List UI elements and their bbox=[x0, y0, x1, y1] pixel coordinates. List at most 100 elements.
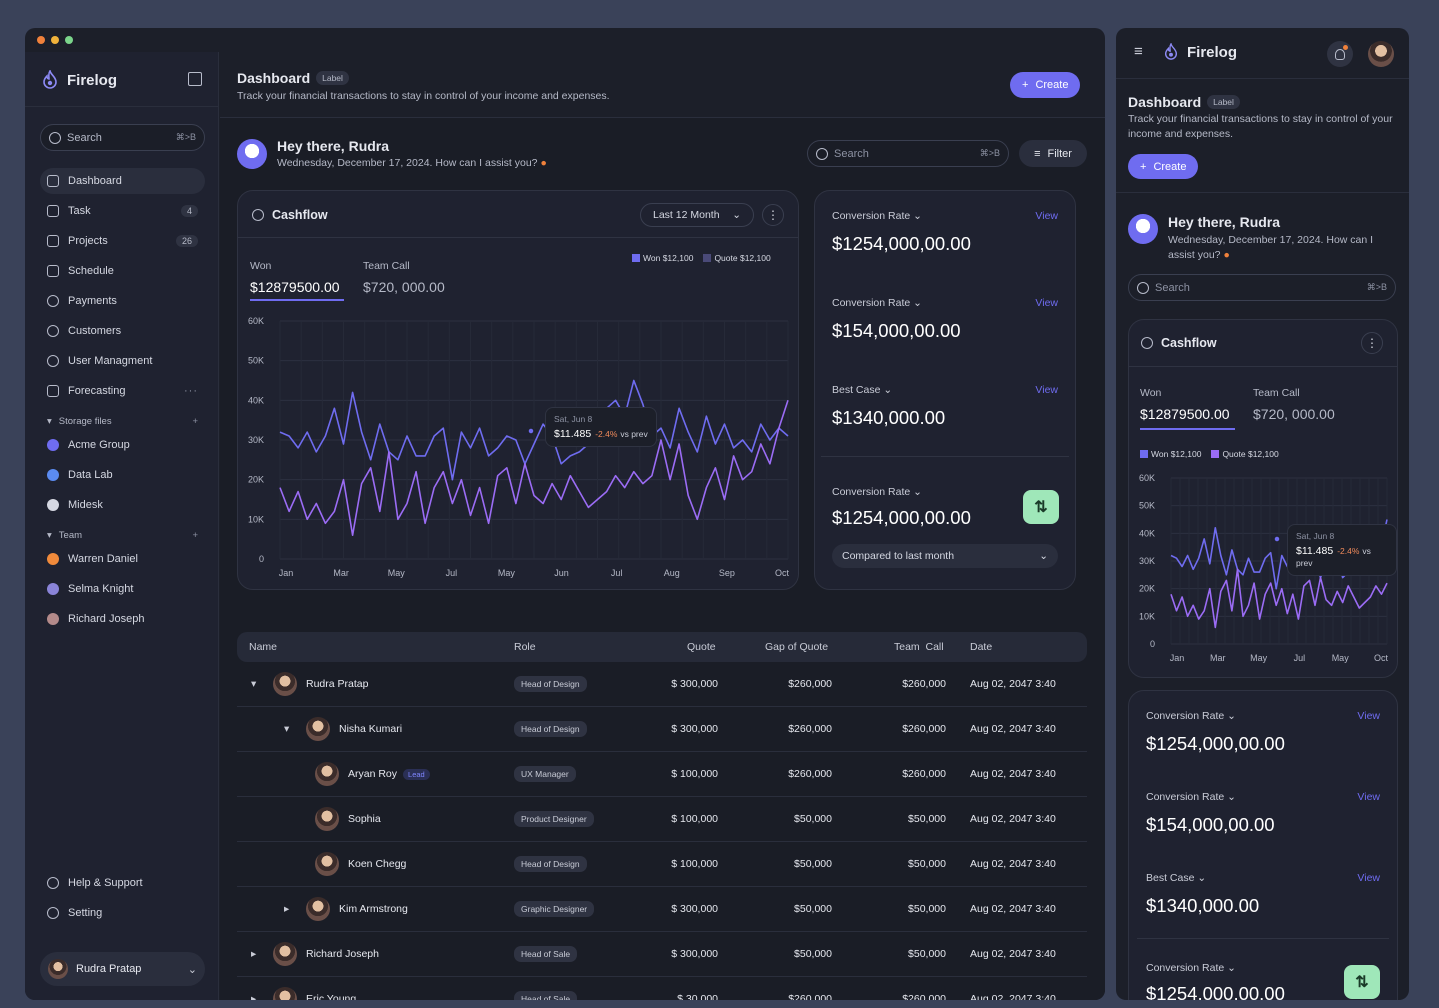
range-select[interactable]: Last 12 Month ⌄ bbox=[640, 203, 754, 227]
tooltip-date: Sat, Jun 8 bbox=[1296, 531, 1335, 541]
compare-select[interactable]: Compared to last month ⌄ bbox=[832, 544, 1058, 568]
kpi-label[interactable]: Conversion Rate ⌄ bbox=[1146, 791, 1236, 803]
kpi-label[interactable]: Conversion Rate ⌄ bbox=[832, 297, 922, 309]
greeting: Hey there, Rudra Wednesday, December 17,… bbox=[1128, 214, 1393, 263]
chevron-right-icon[interactable]: ▸ bbox=[251, 948, 257, 960]
chevron-down-icon[interactable]: ▾ bbox=[251, 678, 257, 690]
role-badge: Head of Sale bbox=[514, 991, 578, 1000]
kpi-label[interactable]: Conversion Rate ⌄ bbox=[1146, 962, 1236, 974]
table-row[interactable]: ▾ Rudra Pratap Head of Design $ 300,000 $260… bbox=[237, 662, 1087, 707]
create-button[interactable]: + Create bbox=[1010, 72, 1081, 98]
avatar bbox=[47, 613, 59, 625]
quote-cell: $ 100,000 bbox=[671, 858, 718, 870]
sidebar-item-schedule[interactable]: Schedule bbox=[40, 258, 205, 284]
maximize-dot[interactable] bbox=[65, 36, 73, 44]
kpi-label[interactable]: Best Case ⌄ bbox=[832, 384, 892, 396]
column-header[interactable]: Team Call bbox=[894, 641, 944, 653]
close-dot[interactable] bbox=[37, 36, 45, 44]
role-badge: Head of Design bbox=[514, 721, 587, 737]
more-icon[interactable]: ··· bbox=[184, 385, 198, 397]
column-header[interactable]: Role bbox=[514, 641, 536, 653]
team-section-header[interactable]: ▾ Team + bbox=[40, 524, 205, 546]
kpi-label[interactable]: Conversion Rate ⌄ bbox=[1146, 710, 1236, 722]
help-support-link[interactable]: Help & Support bbox=[40, 870, 205, 896]
chevron-down-icon[interactable]: ▾ bbox=[284, 723, 290, 735]
x-tick-label: Oct bbox=[1374, 653, 1389, 663]
mobile-search-input[interactable]: Search ⌘>B bbox=[1128, 274, 1396, 301]
search-input[interactable]: Search ⌘>B bbox=[807, 140, 1009, 167]
y-tick-label: 40K bbox=[248, 395, 264, 405]
kpi-label[interactable]: Conversion Rate ⌄ bbox=[832, 210, 922, 222]
column-header[interactable]: Gap of Quote bbox=[765, 641, 829, 653]
sidebar: Firelog Search ⌘>B Dashboard Task 4 Proje… bbox=[25, 52, 219, 1000]
sidebar-item-projects[interactable]: Projects 26 bbox=[40, 228, 205, 254]
storage-section-header[interactable]: ▾ Storage files + bbox=[40, 410, 205, 432]
compare-label: Compared to last month bbox=[842, 550, 955, 562]
table-row[interactable]: Koen Chegg Head of Design $ 100,000 $50,000… bbox=[237, 842, 1087, 887]
column-header[interactable]: Quote bbox=[687, 641, 716, 653]
menu-icon[interactable]: ≡ bbox=[1134, 43, 1143, 60]
more-options-icon[interactable]: ⋮ bbox=[762, 204, 784, 226]
filter-button[interactable]: ≡ Filter bbox=[1019, 140, 1087, 167]
help-icon bbox=[47, 877, 59, 889]
highlight-point[interactable] bbox=[527, 427, 535, 435]
view-link[interactable]: View bbox=[1357, 710, 1380, 722]
view-link[interactable]: View bbox=[1035, 384, 1058, 396]
kpi-label-text: Best Case bbox=[832, 384, 881, 396]
table-row[interactable]: ▸ Eric Young Head of Sale $ 30,000 $260,000 $… bbox=[237, 977, 1087, 1000]
add-icon[interactable]: + bbox=[192, 415, 198, 427]
legend-value: $12,100 bbox=[739, 253, 771, 263]
storage-item-acme[interactable]: Acme Group bbox=[40, 432, 205, 458]
column-header[interactable]: Date bbox=[970, 641, 993, 653]
more-options-icon[interactable]: ⋮ bbox=[1361, 332, 1383, 354]
date-cell: Aug 02, 2047 3:40 bbox=[970, 858, 1056, 870]
highlight-point[interactable] bbox=[1273, 535, 1281, 543]
column-header[interactable]: Name bbox=[249, 641, 278, 653]
sidebar-item-payments[interactable]: Payments bbox=[40, 288, 205, 314]
setting-link[interactable]: Setting bbox=[40, 900, 205, 926]
table-row[interactable]: Aryan Roy Lead UX Manager $ 100,000 $260,000… bbox=[237, 752, 1087, 797]
team-label: Selma Knight bbox=[68, 583, 134, 595]
chevron-right-icon[interactable]: ▸ bbox=[251, 993, 257, 1000]
minimize-dot[interactable] bbox=[51, 36, 59, 44]
brand-name: Firelog bbox=[67, 71, 118, 89]
create-button[interactable]: + Create bbox=[1128, 154, 1199, 179]
table-row[interactable]: Sophia Product Designer $ 100,000 $50,000 $5… bbox=[237, 797, 1087, 842]
brand[interactable]: Firelog bbox=[41, 70, 117, 90]
view-link[interactable]: View bbox=[1035, 297, 1058, 309]
add-icon[interactable]: + bbox=[192, 529, 198, 541]
sidebar-item-task[interactable]: Task 4 bbox=[40, 198, 205, 224]
chart-legend: Won $12,100 Quote $12,100 bbox=[1140, 449, 1279, 459]
user-menu[interactable]: Rudra Pratap ⌄ bbox=[40, 952, 205, 986]
swap-icon[interactable]: ⇅ bbox=[1023, 490, 1059, 524]
view-link[interactable]: View bbox=[1035, 210, 1058, 222]
sidebar-item-dashboard[interactable]: Dashboard bbox=[40, 168, 205, 194]
kpi-value: $1340,000.00 bbox=[832, 407, 946, 428]
sidebar-search-input[interactable]: Search ⌘>B bbox=[40, 124, 205, 151]
sidebar-item-customers[interactable]: Customers bbox=[40, 318, 205, 344]
notification-bell-icon[interactable] bbox=[1327, 41, 1353, 67]
team-item-richard[interactable]: Richard Joseph bbox=[40, 606, 205, 632]
sidebar-item-user-managment[interactable]: User Managment bbox=[40, 348, 205, 374]
kpi-label[interactable]: Conversion Rate ⌄ bbox=[832, 486, 922, 498]
smile-emoji-icon: ● bbox=[540, 157, 547, 169]
swap-icon[interactable]: ⇅ bbox=[1344, 965, 1380, 999]
sidebar-item-forecasting[interactable]: Forecasting ··· bbox=[40, 378, 205, 404]
view-link[interactable]: View bbox=[1357, 872, 1380, 884]
storage-item-datalab[interactable]: Data Lab bbox=[40, 462, 205, 488]
avatar[interactable] bbox=[1368, 41, 1394, 67]
kpi-label[interactable]: Best Case ⌄ bbox=[1146, 872, 1206, 884]
team-call-cell: $50,000 bbox=[908, 858, 946, 870]
team-item-selma[interactable]: Selma Knight bbox=[40, 576, 205, 602]
table-row[interactable]: ▸ Kim Armstrong Graphic Designer $ 300,000 $… bbox=[237, 887, 1087, 932]
view-link[interactable]: View bbox=[1357, 791, 1380, 803]
sidebar-bottom: Help & Support Setting bbox=[40, 870, 205, 930]
table-row[interactable]: ▾ Nisha Kumari Head of Design $ 300,000 $260… bbox=[237, 707, 1087, 752]
brand[interactable]: Firelog bbox=[1163, 43, 1237, 61]
active-tab-underline bbox=[1140, 428, 1235, 430]
storage-item-midesk[interactable]: Midesk bbox=[40, 492, 205, 518]
collapse-sidebar-icon[interactable] bbox=[188, 72, 202, 86]
chevron-right-icon[interactable]: ▸ bbox=[284, 903, 290, 915]
team-item-warren[interactable]: Warren Daniel bbox=[40, 546, 205, 572]
table-row[interactable]: ▸ Richard Joseph Head of Sale $ 300,000 $50,… bbox=[237, 932, 1087, 977]
